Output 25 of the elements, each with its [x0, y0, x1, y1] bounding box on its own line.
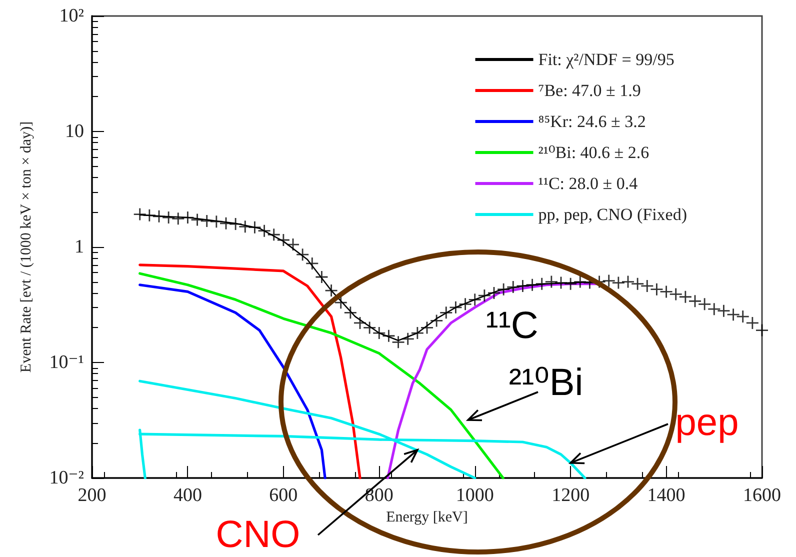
x-tick-label: 400	[173, 485, 202, 506]
x-tick-label: 1400	[647, 485, 686, 506]
annotation: CNO	[216, 514, 300, 556]
legend-label: ¹¹C: 28.0 ± 0.4	[538, 174, 638, 193]
legend-label: ²¹⁰Bi: 40.6 ± 2.6	[538, 143, 650, 162]
legend-label: ⁷Be: 47.0 ± 1.9	[538, 81, 641, 100]
x-tick-label: 600	[269, 485, 298, 506]
line-series	[138, 284, 326, 480]
y-tick-label: 1	[74, 236, 84, 258]
legend-label: pp, pep, CNO (Fixed)	[538, 205, 687, 224]
x-tick-label: 800	[364, 485, 394, 506]
y-tick-label: 10	[65, 121, 84, 142]
x-tick-label: 1000	[456, 485, 494, 506]
x-axis-title: Energy [keV]	[386, 509, 468, 526]
annotation: ²¹⁰Bi	[508, 362, 584, 404]
y-axis-title: Event Rate [evt / (1000 keV × ton × day)]	[18, 121, 34, 373]
annotation: pep	[675, 402, 739, 444]
x-tick-label: 1600	[743, 485, 781, 506]
y-tick-label: 10²	[59, 6, 84, 26]
legend-label: Fit: χ²/NDF = 99/95	[538, 50, 674, 69]
line-series	[138, 264, 362, 480]
annotation: ¹¹C	[486, 305, 538, 348]
y-tick-label: 10⁻¹	[49, 352, 84, 373]
legend-label: ⁸⁵Kr: 24.6 ± 3.2	[538, 112, 646, 131]
x-tick-label: 1200	[552, 485, 590, 506]
